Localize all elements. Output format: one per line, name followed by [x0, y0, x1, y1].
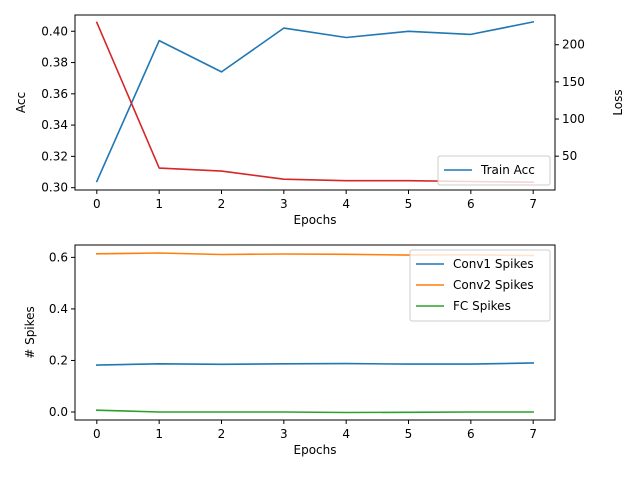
x-tick-label: 2: [218, 427, 226, 441]
x-tick-label: 6: [467, 427, 475, 441]
y-axis-label: Acc: [14, 92, 28, 113]
legend-label-fc-spikes: FC Spikes: [453, 299, 511, 313]
y-axis-right-label: Loss: [611, 89, 625, 115]
fc-spikes-line: [95, 409, 535, 414]
x-tick-label: 4: [342, 197, 350, 211]
x-axis-label: Epochs: [294, 213, 337, 227]
x-tick-label: 3: [280, 197, 288, 211]
y-right-tick-label: 50: [562, 149, 577, 163]
x-tick-label: 7: [529, 427, 537, 441]
y-tick-label: 0.36: [41, 87, 68, 101]
y-tick-label: 0.2: [49, 353, 68, 367]
x-tick-label: 5: [405, 427, 413, 441]
conv1-spikes-line: [95, 362, 535, 366]
x-tick-label: 4: [342, 427, 350, 441]
x-tick-label: 1: [155, 427, 163, 441]
train-acc-line: [95, 20, 535, 183]
x-tick-label: 1: [155, 197, 163, 211]
x-tick-label: 7: [529, 197, 537, 211]
legend-box: [437, 155, 551, 186]
y-tick-label: 0.6: [49, 250, 68, 264]
y-tick-label: 0.40: [41, 24, 68, 38]
y-tick-label: 0.38: [41, 56, 68, 70]
y-tick-label: 0.0: [49, 405, 68, 419]
x-tick-label: 0: [93, 427, 101, 441]
x-tick-label: 2: [218, 197, 226, 211]
x-tick-label: 0: [93, 197, 101, 211]
y-right-tick-label: 150: [562, 75, 585, 89]
x-tick-label: 3: [280, 427, 288, 441]
x-axis-label: Epochs: [294, 443, 337, 457]
x-tick-label: 6: [467, 197, 475, 211]
y-tick-label: 0.32: [41, 149, 68, 163]
bottom-chart-panel: 0 1 2 3 4 5 6 7 0.0 0.2 0.4 0.6 Epochs # Spikes Conv1 …: [23, 244, 556, 457]
legend-label-conv2-spikes: Conv2 Spikes: [453, 278, 534, 292]
y-tick-label: 0.30: [41, 181, 68, 195]
y-right-tick-label: 200: [562, 38, 585, 52]
legend-label-conv1-spikes: Conv1 Spikes: [453, 257, 534, 271]
y-axis-label: # Spikes: [23, 306, 37, 359]
plot-frame: [74, 244, 556, 421]
legend-label-train-acc: Train Acc: [480, 163, 535, 177]
y-tick-label: 0.34: [41, 118, 68, 132]
y-right-tick-label: 100: [562, 112, 585, 126]
legend-box: [409, 249, 551, 322]
top-chart-panel: 0 1 2 3 4 5 6 7 0.30 0.32 0.34 0.36 0.38 0.40 50 100 150…: [14, 14, 625, 227]
plot-frame: [74, 14, 556, 191]
x-tick-label: 5: [405, 197, 413, 211]
y-tick-label: 0.4: [49, 302, 68, 316]
